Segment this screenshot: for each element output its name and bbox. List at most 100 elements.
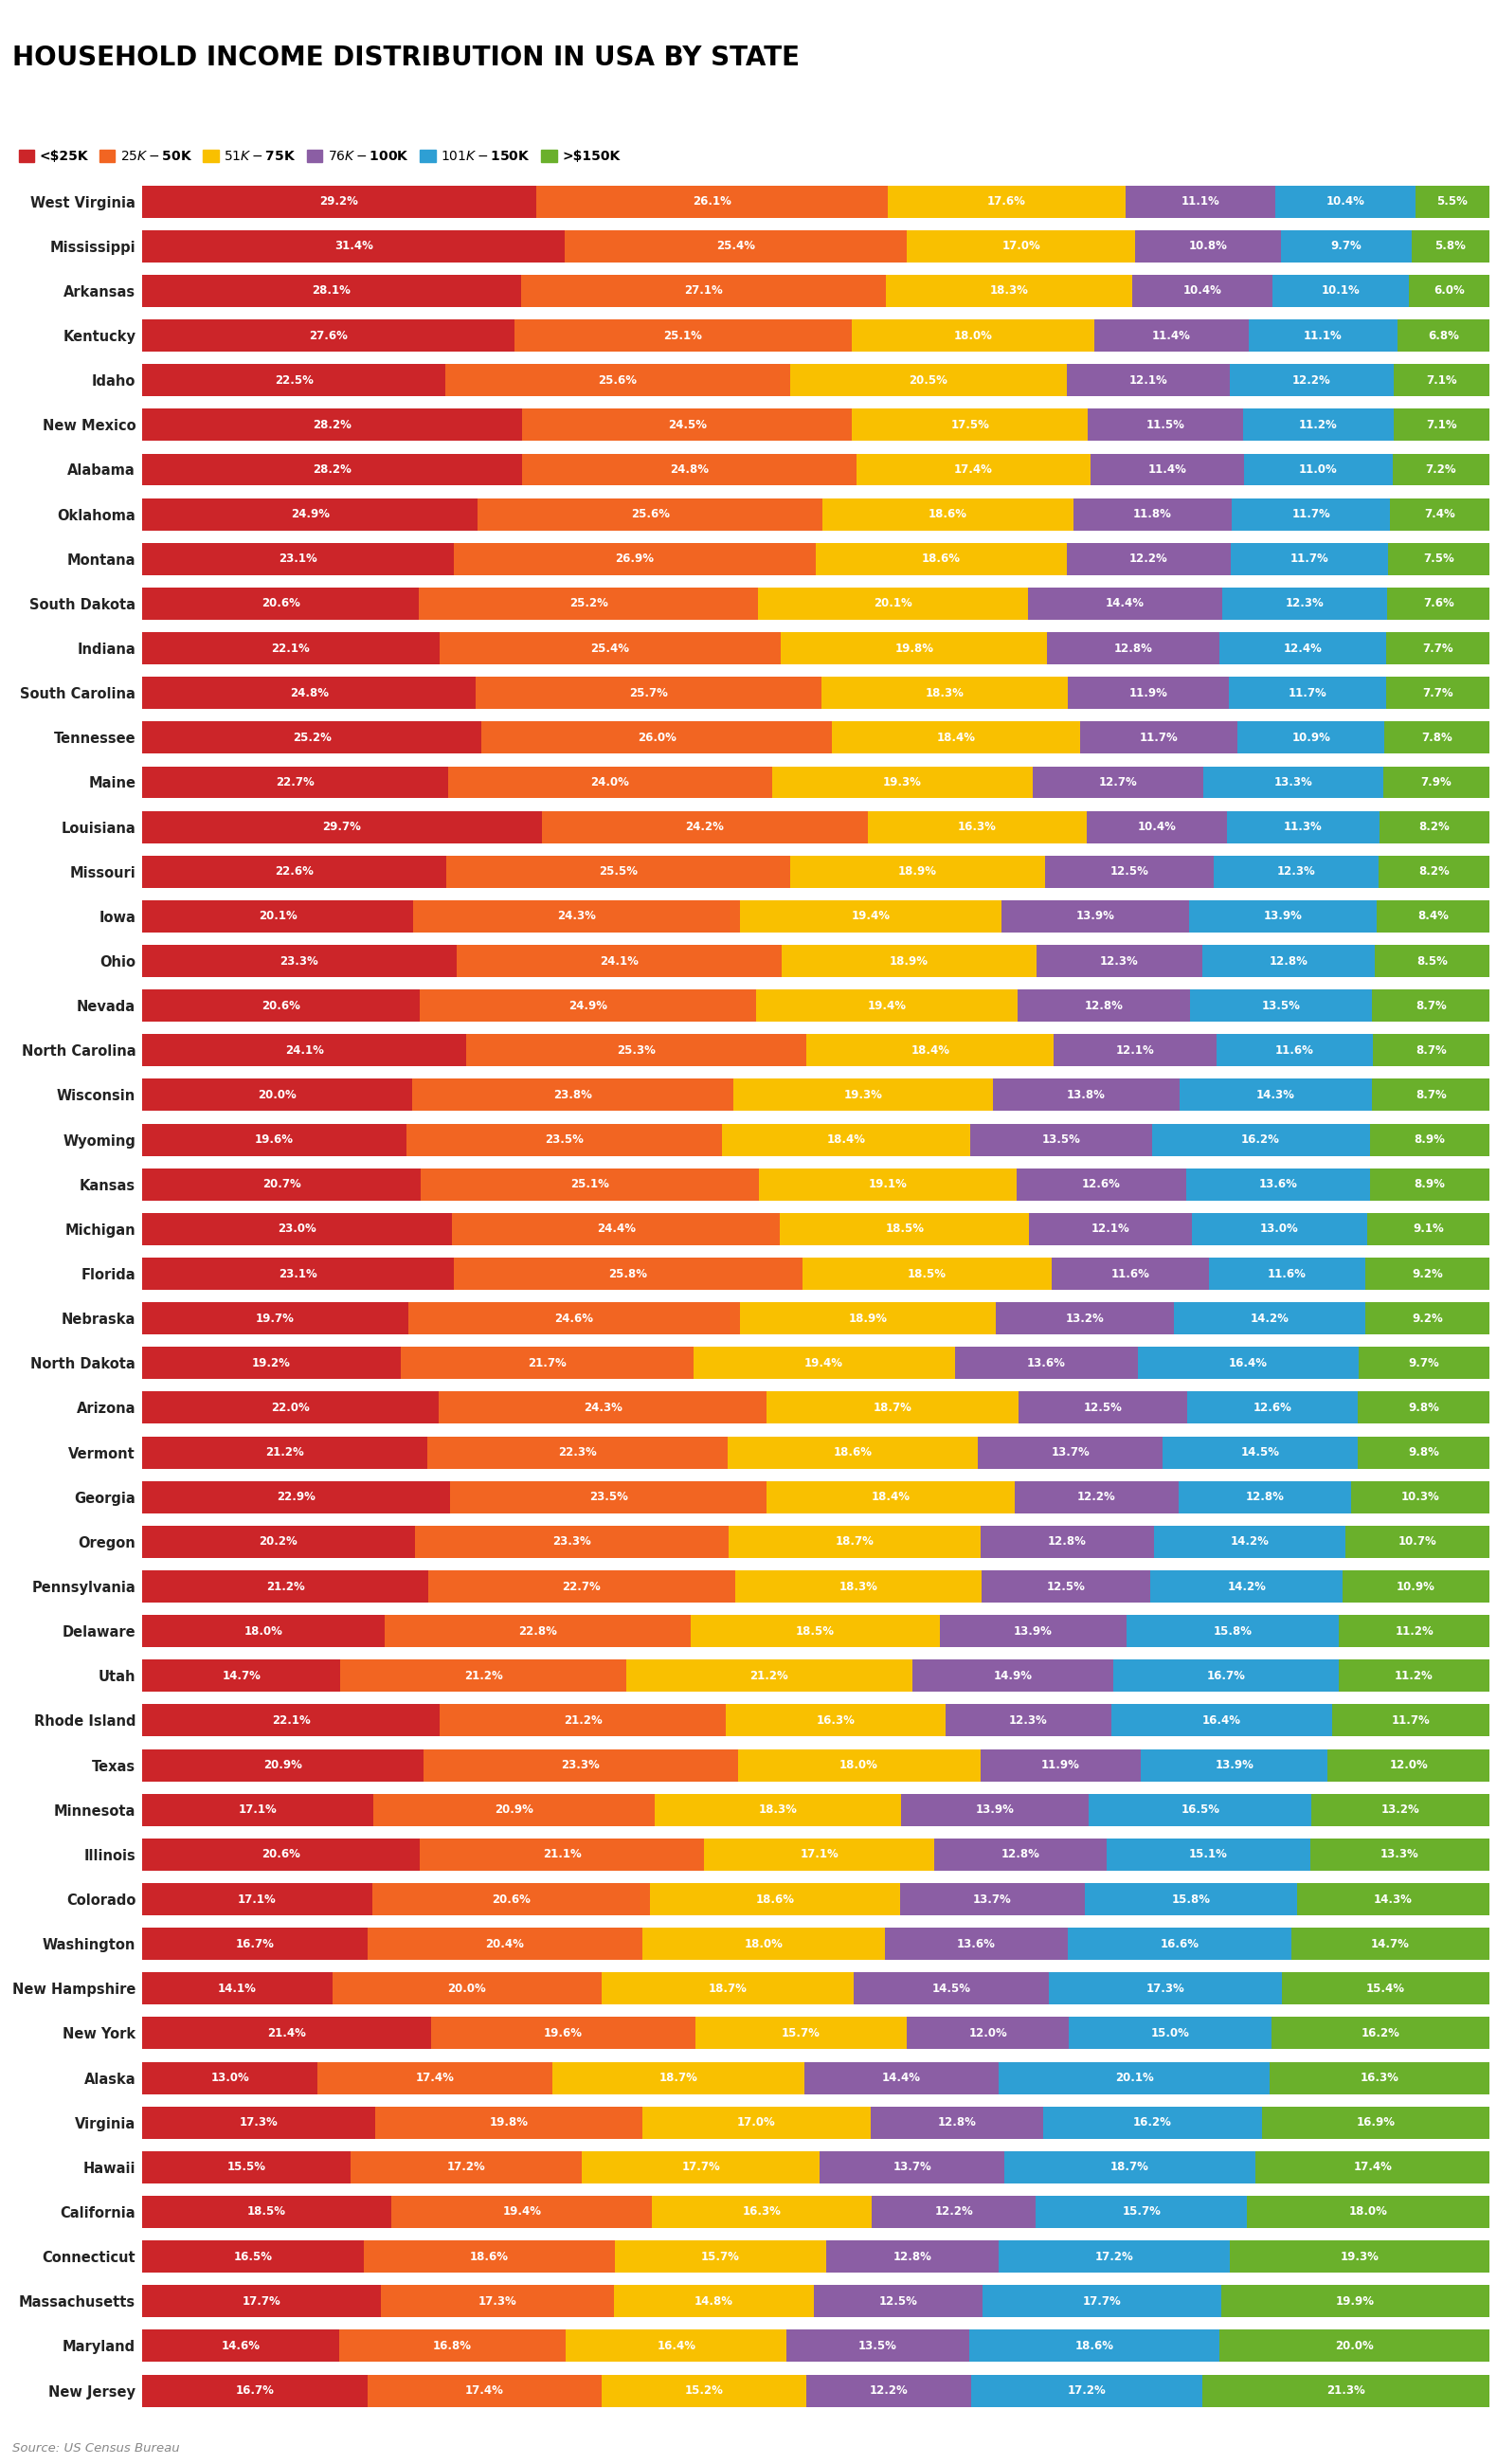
Bar bbox=[1373, 1035, 1490, 1067]
Bar bbox=[1370, 1168, 1490, 1200]
Bar bbox=[982, 1570, 1151, 1602]
Text: 7.1%: 7.1% bbox=[1427, 375, 1457, 387]
Text: 21.3%: 21.3% bbox=[1326, 2385, 1365, 2397]
Text: 12.2%: 12.2% bbox=[934, 2205, 973, 2218]
Text: 16.8%: 16.8% bbox=[433, 2341, 472, 2353]
Text: 13.9%: 13.9% bbox=[1076, 909, 1115, 922]
Text: 11.4%: 11.4% bbox=[1153, 330, 1192, 342]
Text: 25.1%: 25.1% bbox=[663, 330, 702, 342]
Text: 11.2%: 11.2% bbox=[1299, 419, 1338, 431]
Bar bbox=[439, 1392, 766, 1424]
Bar bbox=[142, 1974, 332, 2006]
Bar bbox=[415, 1525, 729, 1557]
Text: 15.0%: 15.0% bbox=[1151, 2028, 1189, 2040]
Text: 22.8%: 22.8% bbox=[518, 1624, 557, 1636]
Text: 16.2%: 16.2% bbox=[1241, 1133, 1280, 1146]
Text: Source: US Census Bureau: Source: US Census Bureau bbox=[12, 2442, 180, 2454]
Text: 13.2%: 13.2% bbox=[1066, 1313, 1103, 1326]
Bar bbox=[1358, 1392, 1490, 1424]
Bar bbox=[1067, 1927, 1292, 1959]
Text: 13.7%: 13.7% bbox=[973, 1892, 1012, 1905]
Bar bbox=[413, 899, 741, 931]
Text: 18.0%: 18.0% bbox=[954, 330, 993, 342]
Bar bbox=[142, 2151, 350, 2183]
Text: 13.6%: 13.6% bbox=[1027, 1358, 1066, 1370]
Bar bbox=[1073, 498, 1232, 530]
Text: 12.5%: 12.5% bbox=[879, 2294, 918, 2306]
Text: 12.5%: 12.5% bbox=[1084, 1402, 1123, 1414]
Text: 10.9%: 10.9% bbox=[1292, 732, 1331, 744]
Text: 19.8%: 19.8% bbox=[895, 643, 934, 655]
Text: 18.6%: 18.6% bbox=[470, 2250, 509, 2262]
Text: 18.6%: 18.6% bbox=[1075, 2341, 1114, 2353]
Text: 17.2%: 17.2% bbox=[1094, 2250, 1133, 2262]
Text: 11.7%: 11.7% bbox=[1290, 552, 1329, 564]
Text: 15.7%: 15.7% bbox=[701, 2250, 740, 2262]
Bar bbox=[1376, 899, 1490, 931]
Bar bbox=[1385, 722, 1490, 754]
Bar bbox=[1202, 944, 1374, 978]
Bar bbox=[142, 1124, 406, 1156]
Bar bbox=[401, 1348, 693, 1380]
Bar bbox=[1030, 1212, 1192, 1244]
Bar bbox=[1281, 1974, 1490, 2006]
Text: 17.1%: 17.1% bbox=[799, 1848, 838, 1860]
Bar bbox=[142, 1838, 419, 1870]
Bar bbox=[1208, 1257, 1365, 1289]
Text: 17.0%: 17.0% bbox=[738, 2117, 775, 2129]
Bar bbox=[1151, 1124, 1370, 1156]
Bar bbox=[142, 2018, 431, 2050]
Text: 17.1%: 17.1% bbox=[238, 1804, 277, 1816]
Text: 7.2%: 7.2% bbox=[1425, 463, 1457, 476]
Bar bbox=[142, 633, 440, 665]
Bar bbox=[1269, 2062, 1490, 2094]
Text: 23.3%: 23.3% bbox=[561, 1759, 600, 1772]
Text: 16.9%: 16.9% bbox=[1356, 2117, 1395, 2129]
Text: 25.2%: 25.2% bbox=[569, 596, 608, 609]
Bar bbox=[536, 185, 888, 217]
Bar bbox=[1222, 586, 1388, 618]
Text: 18.5%: 18.5% bbox=[796, 1624, 835, 1636]
Bar bbox=[940, 1614, 1126, 1648]
Bar bbox=[1091, 453, 1244, 485]
Text: 21.2%: 21.2% bbox=[464, 1671, 503, 1683]
Bar bbox=[142, 1348, 401, 1380]
Bar bbox=[454, 542, 816, 574]
Text: 13.2%: 13.2% bbox=[1382, 1804, 1419, 1816]
Text: 17.0%: 17.0% bbox=[1001, 239, 1040, 251]
Text: 17.1%: 17.1% bbox=[238, 1892, 277, 1905]
Bar bbox=[1106, 1838, 1310, 1870]
Bar bbox=[478, 498, 823, 530]
Text: 8.4%: 8.4% bbox=[1418, 909, 1449, 922]
Bar bbox=[142, 1168, 421, 1200]
Text: 19.1%: 19.1% bbox=[868, 1178, 907, 1190]
Text: 19.3%: 19.3% bbox=[844, 1089, 882, 1101]
Bar bbox=[1310, 1838, 1490, 1870]
Text: 18.5%: 18.5% bbox=[885, 1222, 924, 1234]
Text: 24.5%: 24.5% bbox=[668, 419, 707, 431]
Text: 5.5%: 5.5% bbox=[1437, 195, 1469, 207]
Text: 22.7%: 22.7% bbox=[563, 1579, 600, 1592]
Bar bbox=[142, 1525, 415, 1557]
Text: 15.7%: 15.7% bbox=[1123, 2205, 1162, 2218]
Text: 12.1%: 12.1% bbox=[1115, 1045, 1154, 1057]
Bar bbox=[142, 2195, 391, 2227]
Text: 20.5%: 20.5% bbox=[909, 375, 948, 387]
Text: 26.9%: 26.9% bbox=[615, 552, 654, 564]
Bar bbox=[1136, 229, 1281, 261]
Text: 11.8%: 11.8% bbox=[1133, 508, 1172, 520]
Bar bbox=[428, 1570, 735, 1602]
Bar bbox=[142, 2107, 376, 2139]
Bar bbox=[1292, 1927, 1490, 1959]
Bar bbox=[142, 1927, 367, 1959]
Bar bbox=[807, 1035, 1054, 1067]
Bar bbox=[1028, 586, 1222, 618]
Bar bbox=[1256, 2151, 1490, 2183]
Bar bbox=[693, 1348, 955, 1380]
Bar bbox=[449, 766, 772, 798]
Bar bbox=[704, 1838, 934, 1870]
Bar bbox=[695, 2018, 907, 2050]
Text: 14.7%: 14.7% bbox=[1371, 1937, 1410, 1949]
Text: 22.1%: 22.1% bbox=[271, 643, 310, 655]
Bar bbox=[945, 1705, 1111, 1737]
